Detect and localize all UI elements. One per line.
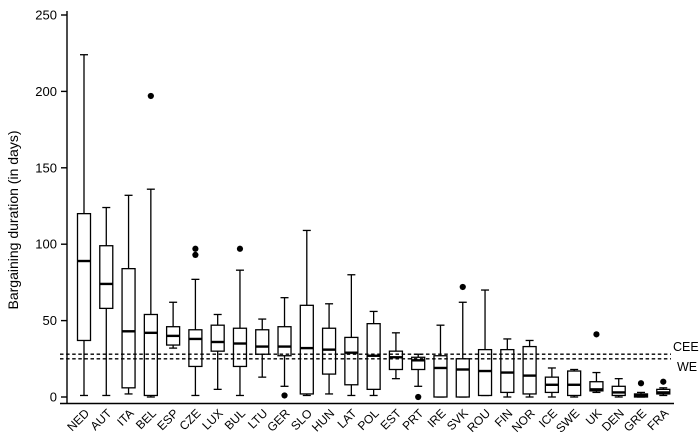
boxplot-GRE: [633, 380, 649, 398]
y-axis-title: Bargaining duration (in days): [5, 130, 21, 310]
x-category-label: LUX: [199, 406, 225, 432]
iqr-box: [388, 350, 404, 371]
boxplot-ICE: [544, 367, 560, 398]
ref-line-label-we: WE: [677, 360, 698, 374]
outlier-dot: [415, 393, 422, 401]
boxplot-LUX: [210, 313, 225, 391]
y-tick-label: 150: [35, 160, 57, 175]
iqr-box: [121, 267, 136, 389]
boxplot-LTU: [255, 318, 270, 378]
iqr-box: [567, 370, 582, 397]
boxplot-ROU: [477, 289, 493, 397]
boxplot-ESP: [165, 301, 181, 349]
iqr-box: [188, 329, 203, 368]
y-tick-label: 0: [50, 390, 57, 405]
x-category-label: DEN: [599, 406, 627, 434]
iqr-box: [255, 329, 270, 355]
x-category-label: GER: [264, 406, 293, 435]
iqr-box: [321, 327, 337, 375]
x-category-label: ESP: [154, 406, 181, 433]
y-tick-label: 250: [35, 8, 57, 23]
iqr-box: [589, 381, 604, 392]
boxplot-SVK: [455, 283, 470, 398]
x-category-label: FRA: [645, 406, 672, 433]
x-category-label: CZE: [177, 406, 204, 433]
outlier-dot: [192, 245, 199, 252]
x-category-label: ROU: [464, 406, 493, 435]
iqr-box: [299, 304, 314, 395]
ref-line-label-cee: CEE: [673, 340, 699, 354]
iqr-box: [232, 327, 248, 368]
x-category-label: SWE: [553, 406, 582, 435]
boxplot-POL: [366, 310, 381, 397]
outlier-dot: [236, 245, 244, 252]
boxplot-LAT: [344, 274, 359, 397]
outlier-dot: [147, 92, 154, 100]
x-category-label: BUL: [222, 406, 249, 433]
outlier-dot: [593, 331, 600, 338]
iqr-box: [99, 245, 114, 310]
boxplot-CZE: [188, 245, 203, 397]
boxplot-AUT: [99, 206, 114, 397]
boxplot-NOR: [522, 339, 537, 398]
boxplot-GER: [277, 297, 292, 399]
outlier-dot: [660, 378, 667, 385]
x-category-label: EST: [378, 406, 405, 433]
boxplot-NED: [76, 54, 92, 397]
boxplot-BUL: [232, 245, 248, 397]
boxplot-SWE: [567, 368, 582, 398]
iqr-box: [611, 385, 626, 397]
boxplot-BEL: [143, 92, 158, 398]
y-tick-label: 50: [43, 313, 57, 328]
x-category-label: HUN: [309, 406, 337, 434]
y-tick-label: 100: [35, 237, 57, 252]
x-category-label: IRE: [425, 406, 449, 430]
x-category-label: LAT: [335, 406, 360, 431]
boxplot-UK: [589, 331, 604, 394]
iqr-box: [76, 212, 92, 342]
iqr-box: [143, 313, 158, 397]
iqr-box: [344, 336, 359, 386]
boxplot-EST: [388, 332, 404, 380]
x-category-label: POL: [355, 406, 382, 433]
boxplot-IRE: [433, 324, 448, 398]
outlier-dot: [459, 283, 466, 291]
iqr-box: [500, 348, 515, 394]
boxplot-FRA: [656, 378, 671, 397]
outlier-dot: [192, 251, 199, 258]
iqr-box: [277, 326, 292, 357]
x-category-label: SVK: [444, 406, 471, 433]
iqr-box: [433, 355, 448, 398]
x-category-label: ITA: [114, 406, 136, 428]
boxplot-ITA: [121, 194, 136, 395]
boxplot-PRT: [411, 353, 426, 401]
boxplot-SLO: [299, 229, 314, 397]
outlier-dot: [281, 392, 288, 399]
x-category-label: NED: [64, 406, 92, 434]
boxplot-HUN: [321, 303, 337, 395]
boxplot-DEN: [611, 378, 626, 398]
iqr-box: [455, 358, 470, 398]
x-category-label: NOR: [509, 406, 538, 435]
iqr-box: [477, 348, 493, 397]
x-category-label: SLO: [288, 406, 315, 433]
y-tick-label: 200: [35, 84, 57, 99]
boxplot-FIN: [500, 338, 515, 398]
x-category-label: PRT: [400, 406, 427, 433]
iqr-box: [210, 324, 225, 352]
outlier-dot: [637, 380, 645, 387]
x-category-label: BEL: [133, 406, 159, 432]
x-category-label: GRE: [621, 406, 649, 434]
x-category-label: AUT: [88, 406, 115, 433]
